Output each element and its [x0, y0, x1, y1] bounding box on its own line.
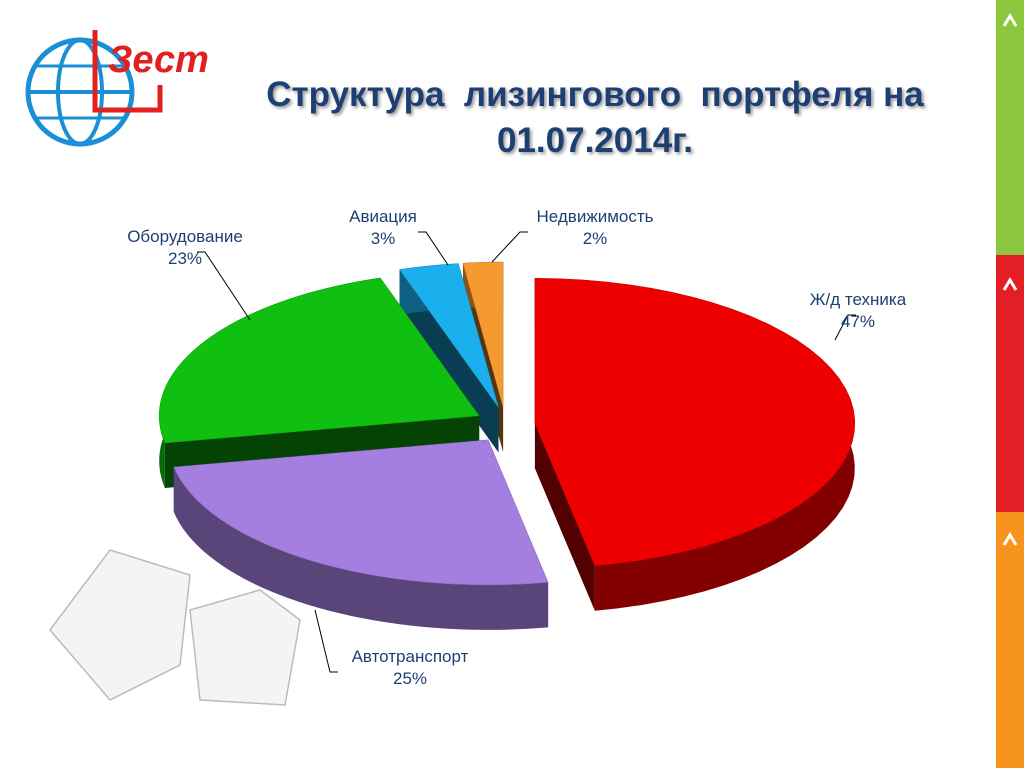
leader-line	[314, 609, 338, 673]
category-label: Недвижимость	[537, 207, 654, 226]
value-label: 3%	[371, 229, 396, 248]
pie	[158, 261, 856, 630]
slice	[399, 263, 499, 408]
logo-text: Зест	[108, 39, 209, 81]
slice-cut-face	[534, 423, 595, 611]
category-label: Авиация	[349, 207, 417, 226]
leader-line	[491, 231, 528, 263]
value-label: 23%	[168, 249, 202, 268]
slice	[173, 439, 549, 586]
chart-title: Структура лизингового портфеля на 01.07.…	[266, 75, 934, 160]
value-label: 2%	[583, 229, 608, 248]
slice	[534, 278, 856, 567]
category-label: Ж/д техника	[810, 290, 907, 309]
dice-decoration	[49, 549, 301, 706]
slice-cut-face	[399, 269, 499, 453]
value-label: 47%	[841, 312, 875, 331]
leader-line	[418, 231, 449, 266]
logo: Зест	[25, 30, 209, 147]
value-label: 25%	[393, 669, 427, 688]
sidebar	[996, 0, 1024, 768]
leader-line	[834, 314, 856, 341]
leader-line	[197, 251, 251, 321]
slice	[462, 261, 504, 408]
category-label: Оборудование	[127, 227, 243, 246]
slice-side	[173, 467, 549, 630]
category-label: Автотранспорт	[352, 647, 469, 666]
slice	[158, 277, 480, 444]
